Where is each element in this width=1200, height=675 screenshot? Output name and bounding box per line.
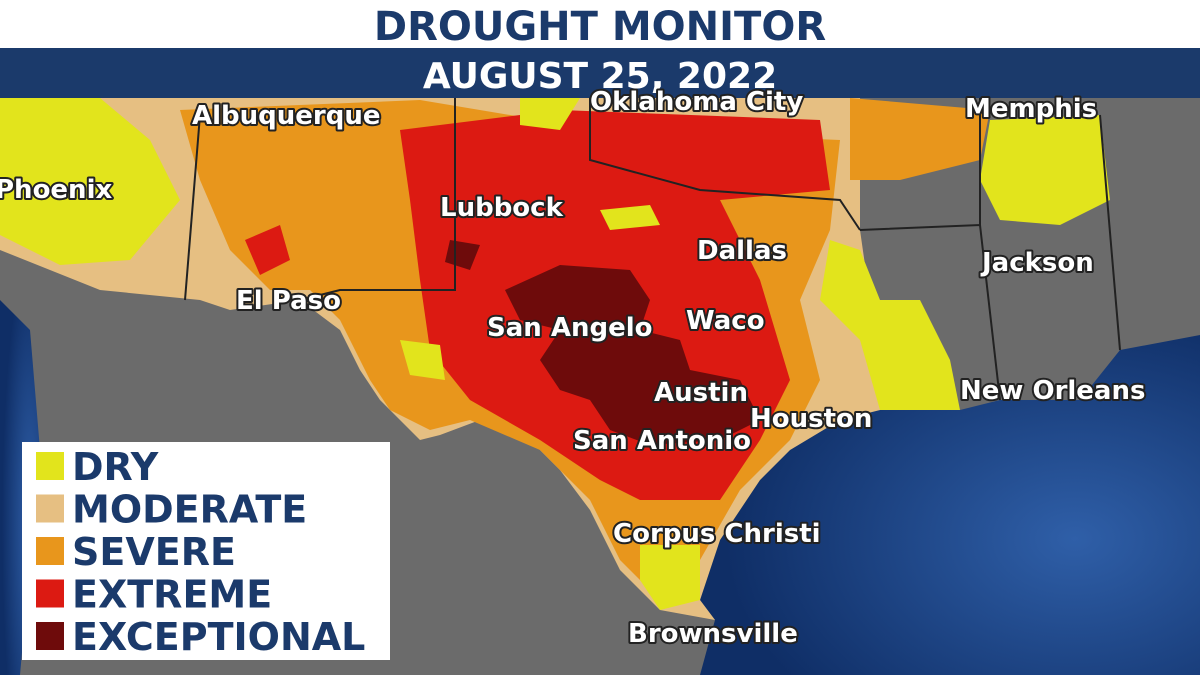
city-label: San Antonio (573, 426, 751, 456)
legend-swatch (36, 622, 64, 650)
legend-swatch (36, 537, 64, 565)
date: AUGUST 25, 2022 (423, 56, 777, 97)
dry-area (0, 98, 1110, 610)
city-label: Corpus Christi (613, 519, 821, 549)
legend-label: MODERATE (72, 488, 307, 532)
city-label: Phoenix (0, 175, 112, 205)
title-band (0, 0, 1200, 48)
legend-label: DRY (72, 445, 159, 489)
city-label: Oklahoma City (590, 87, 803, 117)
legend-label: EXTREME (72, 573, 272, 617)
city-label: Jackson (980, 248, 1094, 278)
city-label: El Paso (236, 286, 341, 316)
state-lines (184, 98, 1121, 401)
pacific (0, 300, 40, 675)
exceptional-area (445, 240, 760, 445)
city-label: Brownsville (628, 619, 798, 649)
city-label: Waco (686, 306, 765, 336)
gulf (700, 335, 1200, 675)
legend-swatch (36, 452, 64, 480)
city-labels: Albuquerque Oklahoma City Memphis Phoeni… (0, 85, 1147, 651)
city-label: Austin (654, 378, 748, 408)
city-label: Albuquerque (192, 101, 381, 131)
title: DROUGHT MONITOR (374, 4, 826, 50)
city-label: Dallas (697, 236, 787, 266)
city-label: New Orleans (960, 376, 1145, 406)
city-label: Memphis (965, 94, 1097, 124)
city-label: Lubbock (440, 193, 564, 223)
legend-box (22, 442, 390, 660)
legend-label: SEVERE (72, 530, 236, 574)
city-label: San Angelo (487, 313, 652, 343)
legend-label: EXCEPTIONAL (72, 615, 365, 659)
date-band (0, 48, 1200, 98)
city-label: Houston (750, 404, 872, 434)
legend-swatch (36, 579, 64, 608)
legend-swatch (36, 494, 64, 523)
